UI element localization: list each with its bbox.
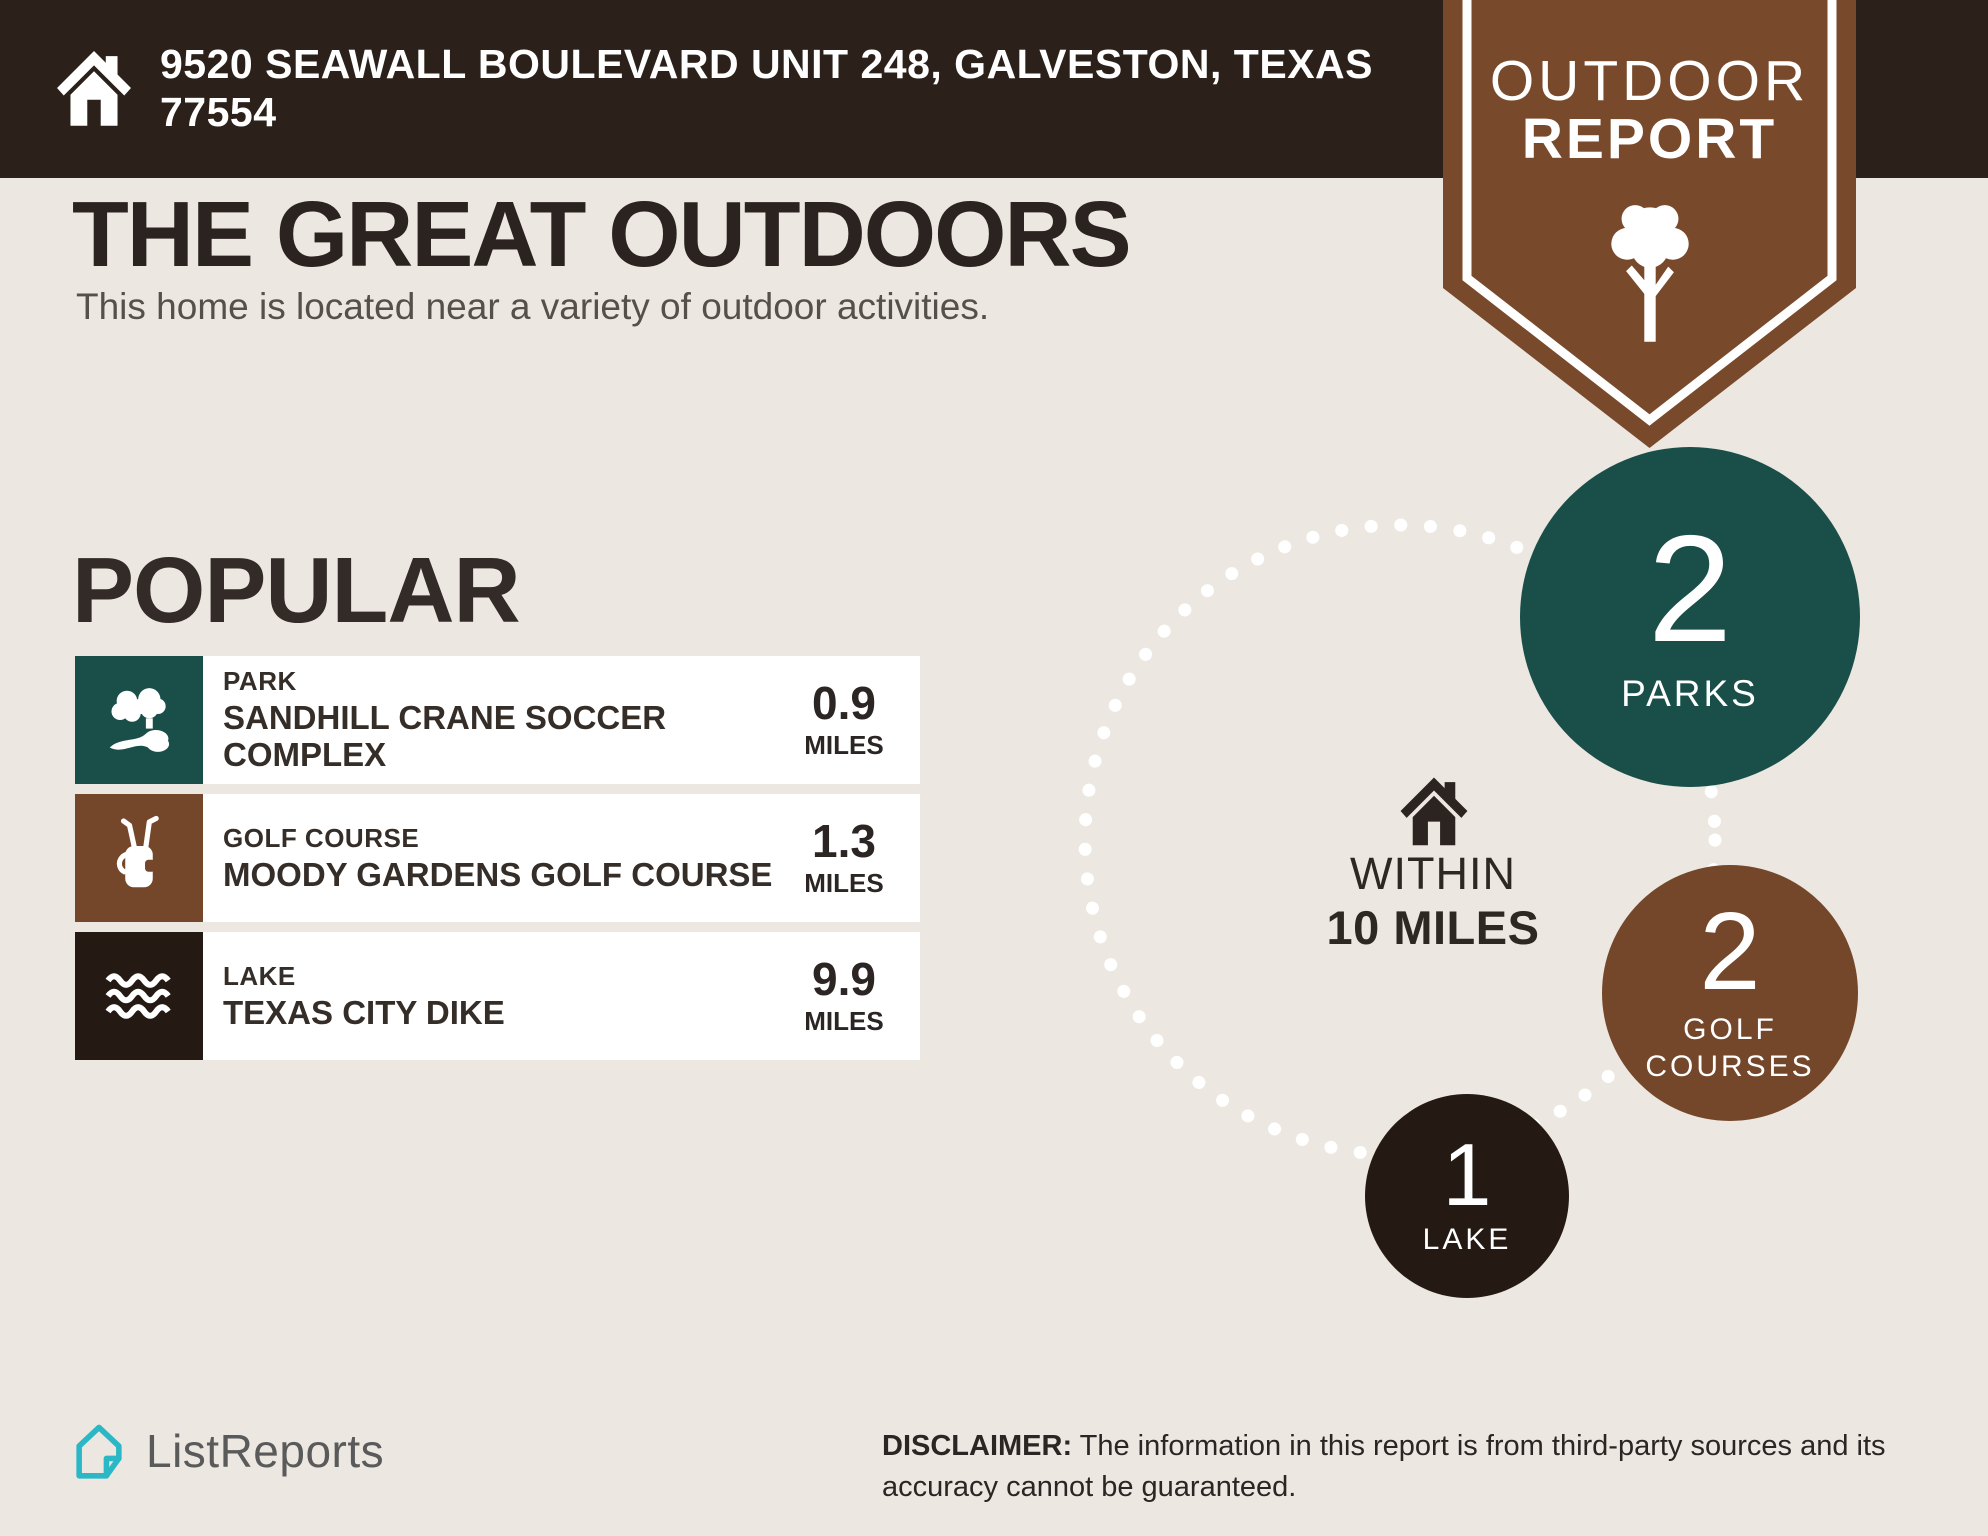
disclaimer-label: DISCLAIMER:: [882, 1430, 1073, 1462]
distance-unit: MILES: [804, 867, 884, 898]
place-category: LAKE: [223, 960, 296, 991]
popular-places-list: PARK SANDHILL CRANE SOCCER COMPLEX 0.9 M…: [75, 656, 920, 1060]
page-title: THE GREAT OUTDOORS: [72, 182, 1132, 286]
place-text: GOLF COURSE MOODY GARDENS GOLF COURSE: [203, 794, 780, 922]
listreports-house-icon: [76, 1424, 122, 1479]
distance-unit: MILES: [804, 1005, 884, 1036]
place-text: PARK SANDHILL CRANE SOCCER COMPLEX: [203, 656, 780, 784]
place-distance: 0.9 MILES: [780, 656, 920, 784]
place-text: LAKE TEXAS CITY DIKE: [203, 932, 780, 1060]
place-row-golf: GOLF COURSE MOODY GARDENS GOLF COURSE 1.…: [75, 794, 920, 922]
distance-unit: MILES: [804, 729, 884, 760]
popular-section-title: POPULAR: [72, 538, 521, 642]
listreports-logo: ListReports: [68, 1420, 384, 1482]
lake-count: 1: [1442, 1125, 1492, 1225]
place-name: MOODY GARDENS GOLF COURSE: [223, 855, 773, 893]
lake-count-circle: 1 LAKE: [1365, 1094, 1569, 1298]
disclaimer-text: The information in this report is from t…: [882, 1430, 1886, 1503]
parks-label: PARKS: [1621, 673, 1759, 715]
park-trees-icon: [75, 656, 203, 784]
golf-courses-count: 2: [1699, 890, 1761, 1014]
parks-count-circle: 2 PARKS: [1520, 447, 1860, 787]
place-name: TEXAS CITY DIKE: [223, 993, 505, 1031]
golf-courses-label: GOLF COURSES: [1645, 1012, 1815, 1084]
badge-title-line1: OUTDOOR: [1489, 49, 1810, 113]
distance-value: 0.9: [812, 676, 876, 729]
page-subtitle: This home is located near a variety of o…: [76, 286, 990, 327]
disclaimer: DISCLAIMER: The information in this repo…: [882, 1426, 1942, 1507]
place-distance: 1.3 MILES: [780, 794, 920, 922]
within-label: WITHIN: [1350, 848, 1516, 899]
brand-name: ListReports: [146, 1425, 385, 1477]
place-distance: 9.9 MILES: [780, 932, 920, 1060]
outdoor-report-badge: OUTDOOR REPORT: [1443, 0, 1856, 448]
parks-count: 2: [1647, 503, 1733, 674]
lake-label: LAKE: [1422, 1223, 1512, 1257]
radius-dotted-circle: [1078, 518, 1722, 1162]
place-category: GOLF COURSE: [223, 822, 420, 853]
home-location-icon: [1400, 777, 1468, 846]
distance-value: 1.3: [812, 814, 876, 867]
place-category: PARK: [223, 666, 297, 697]
within-miles-label: 10 MILES: [1326, 901, 1540, 954]
tree-icon: [1611, 205, 1689, 342]
distance-value: 9.9: [812, 952, 876, 1005]
badge-title-line2: REPORT: [1521, 107, 1778, 171]
place-row-lake: LAKE TEXAS CITY DIKE 9.9 MILES: [75, 932, 920, 1060]
property-address: 9520 SEAWALL BOULEVARD UNIT 248, GALVEST…: [160, 41, 1373, 136]
waves-icon: [75, 932, 203, 1060]
home-icon: [57, 51, 131, 126]
place-row-park: PARK SANDHILL CRANE SOCCER COMPLEX 0.9 M…: [75, 656, 920, 784]
golf-bag-icon: [75, 794, 203, 922]
place-name: SANDHILL CRANE SOCCER COMPLEX: [223, 699, 667, 773]
golf-courses-count-circle: 2 GOLF COURSES: [1602, 865, 1858, 1121]
